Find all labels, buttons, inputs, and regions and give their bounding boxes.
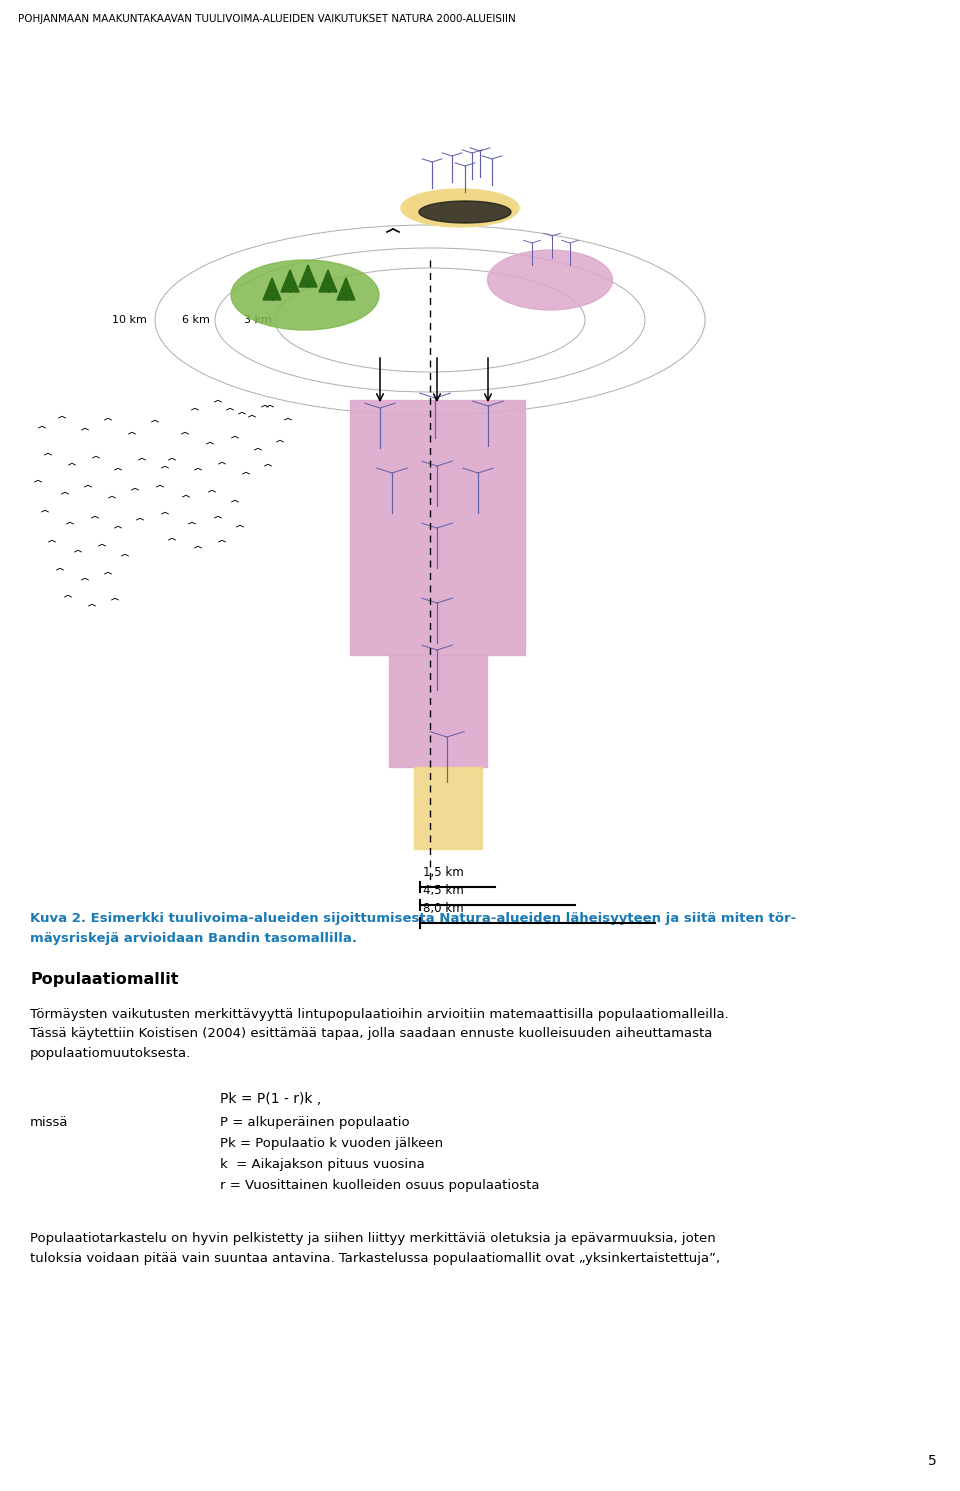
Text: populaatiomuutoksesta.: populaatiomuutoksesta. bbox=[30, 1047, 191, 1060]
Text: P = alkuperäinen populaatio: P = alkuperäinen populaatio bbox=[220, 1115, 410, 1129]
Polygon shape bbox=[263, 277, 281, 300]
Text: Tässä käytettiin Koistisen (2004) esittämää tapaa, jolla saadaan ennuste kuollei: Tässä käytettiin Koistisen (2004) esittä… bbox=[30, 1027, 712, 1041]
Text: Populaatiomallit: Populaatiomallit bbox=[30, 972, 179, 987]
Text: 10 km: 10 km bbox=[112, 315, 147, 325]
Text: Pk = Populaatio k vuoden jälkeen: Pk = Populaatio k vuoden jälkeen bbox=[220, 1138, 444, 1150]
Text: k  = Aikajakson pituus vuosina: k = Aikajakson pituus vuosina bbox=[220, 1159, 424, 1170]
Bar bbox=[389, 655, 487, 766]
Text: r = Vuosittainen kuolleiden osuus populaatiosta: r = Vuosittainen kuolleiden osuus popula… bbox=[220, 1179, 540, 1191]
Ellipse shape bbox=[488, 250, 612, 310]
Bar bbox=[350, 400, 525, 655]
Bar bbox=[414, 766, 482, 848]
Text: Törmäysten vaikutusten merkittävyyttä lintupopulaatioihin arvioitiin matemaattis: Törmäysten vaikutusten merkittävyyttä li… bbox=[30, 1008, 729, 1021]
Ellipse shape bbox=[401, 189, 519, 227]
Text: mäysriskejä arvioidaan Bandin tasomallilla.: mäysriskejä arvioidaan Bandin tasomallil… bbox=[30, 932, 357, 945]
Text: 5: 5 bbox=[927, 1454, 936, 1469]
Text: 1,5 km: 1,5 km bbox=[423, 866, 464, 880]
Text: tuloksia voidaan pitää vain suuntaa antavina. Tarkastelussa populaatiomallit ova: tuloksia voidaan pitää vain suuntaa anta… bbox=[30, 1252, 720, 1264]
Text: 8,0 km: 8,0 km bbox=[423, 902, 464, 915]
Text: 3 km: 3 km bbox=[244, 315, 272, 325]
Text: POHJANMAAN MAAKUNTAKAAVAN TUULIVOIMA-ALUEIDEN VAIKUTUKSET NATURA 2000-ALUEISIIN: POHJANMAAN MAAKUNTAKAAVAN TUULIVOIMA-ALU… bbox=[18, 13, 516, 24]
Text: 6 km: 6 km bbox=[182, 315, 210, 325]
Text: Kuva 2. Esimerkki tuulivoima-alueiden sijoittumisesta Natura-alueiden läheisyyte: Kuva 2. Esimerkki tuulivoima-alueiden si… bbox=[30, 912, 796, 924]
Text: Populaatiotarkastelu on hyvin pelkistetty ja siihen liittyy merkittäviä oletuksi: Populaatiotarkastelu on hyvin pelkistett… bbox=[30, 1232, 716, 1245]
Polygon shape bbox=[299, 265, 317, 286]
Ellipse shape bbox=[419, 201, 511, 224]
Polygon shape bbox=[281, 270, 299, 292]
Polygon shape bbox=[319, 270, 337, 292]
Text: 4,5 km: 4,5 km bbox=[423, 884, 464, 898]
Text: Pk = P(1 - r)k ,: Pk = P(1 - r)k , bbox=[220, 1091, 322, 1106]
Polygon shape bbox=[337, 277, 355, 300]
Ellipse shape bbox=[231, 259, 379, 330]
Text: missä: missä bbox=[30, 1115, 68, 1129]
